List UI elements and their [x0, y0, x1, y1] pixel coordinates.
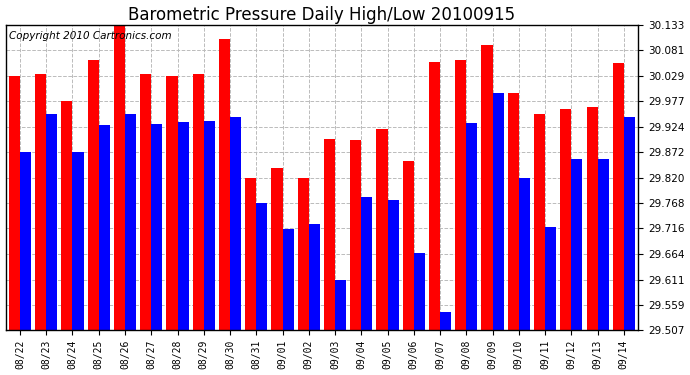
- Bar: [177, 122, 188, 330]
- Bar: [482, 45, 493, 330]
- Bar: [99, 124, 110, 330]
- Bar: [9, 76, 20, 330]
- Bar: [298, 178, 308, 330]
- Bar: [414, 253, 425, 330]
- Bar: [598, 159, 609, 330]
- Bar: [230, 117, 241, 330]
- Bar: [534, 114, 545, 330]
- Text: Copyright 2010 Cartronics.com: Copyright 2010 Cartronics.com: [9, 31, 171, 41]
- Bar: [455, 60, 466, 330]
- Bar: [125, 114, 136, 330]
- Bar: [256, 203, 267, 330]
- Bar: [571, 159, 582, 330]
- Bar: [20, 152, 31, 330]
- Bar: [560, 110, 571, 330]
- Bar: [46, 114, 57, 330]
- Bar: [440, 312, 451, 330]
- Bar: [519, 178, 530, 330]
- Bar: [166, 76, 177, 330]
- Bar: [377, 129, 388, 330]
- Bar: [61, 101, 72, 330]
- Bar: [114, 25, 125, 330]
- Bar: [193, 74, 204, 330]
- Bar: [429, 62, 440, 330]
- Bar: [362, 197, 373, 330]
- Bar: [151, 124, 162, 330]
- Bar: [308, 224, 319, 330]
- Bar: [335, 280, 346, 330]
- Bar: [88, 60, 99, 330]
- Bar: [613, 63, 624, 330]
- Bar: [219, 39, 230, 330]
- Bar: [324, 139, 335, 330]
- Bar: [466, 123, 477, 330]
- Bar: [351, 140, 362, 330]
- Bar: [140, 74, 151, 330]
- Bar: [545, 227, 556, 330]
- Bar: [508, 93, 519, 330]
- Bar: [624, 117, 635, 330]
- Bar: [271, 168, 282, 330]
- Bar: [72, 152, 83, 330]
- Bar: [403, 160, 414, 330]
- Bar: [388, 200, 399, 330]
- Bar: [204, 121, 215, 330]
- Bar: [493, 93, 504, 330]
- Bar: [586, 107, 598, 330]
- Title: Barometric Pressure Daily High/Low 20100915: Barometric Pressure Daily High/Low 20100…: [128, 6, 515, 24]
- Bar: [282, 229, 293, 330]
- Bar: [245, 178, 256, 330]
- Bar: [35, 74, 46, 330]
